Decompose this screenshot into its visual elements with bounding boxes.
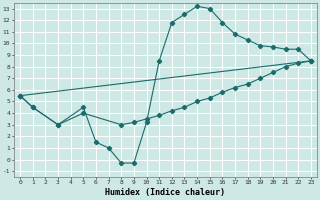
X-axis label: Humidex (Indice chaleur): Humidex (Indice chaleur) [106,188,226,197]
